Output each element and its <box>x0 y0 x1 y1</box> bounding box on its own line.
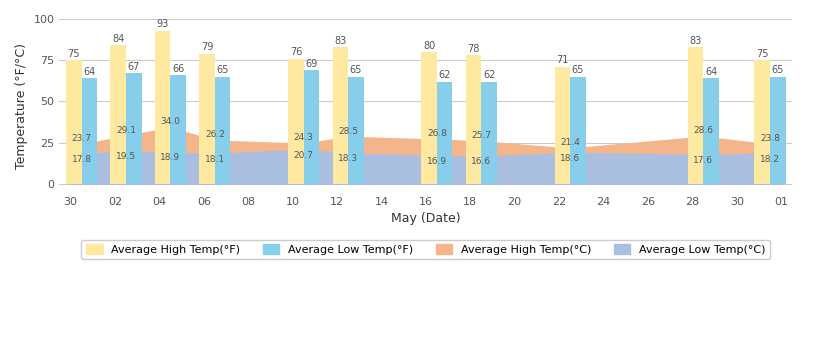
Text: 64: 64 <box>83 67 95 77</box>
Bar <box>155 30 170 184</box>
Text: 34.0: 34.0 <box>160 117 180 126</box>
Text: 18.6: 18.6 <box>560 154 580 163</box>
Bar <box>126 73 142 184</box>
Bar <box>570 77 586 184</box>
Text: 23.8: 23.8 <box>760 134 780 143</box>
Bar <box>81 78 97 184</box>
Text: 65: 65 <box>217 66 229 75</box>
Text: 18.1: 18.1 <box>205 155 225 164</box>
Text: 69: 69 <box>305 59 318 69</box>
Bar <box>66 60 81 184</box>
Text: 26.8: 26.8 <box>427 129 447 138</box>
Bar <box>422 52 437 184</box>
Text: 65: 65 <box>349 66 362 75</box>
Text: 16.9: 16.9 <box>427 157 447 166</box>
Text: 93: 93 <box>157 19 168 29</box>
Text: 71: 71 <box>556 55 569 66</box>
Bar <box>703 78 719 184</box>
Text: 75: 75 <box>67 49 81 59</box>
Text: 17.8: 17.8 <box>71 155 91 164</box>
Bar <box>466 55 481 184</box>
Bar <box>170 75 186 184</box>
Bar <box>215 77 231 184</box>
Bar <box>481 81 497 184</box>
Text: 80: 80 <box>423 41 435 51</box>
Text: 64: 64 <box>705 67 717 77</box>
Bar <box>333 47 348 184</box>
Text: 26.2: 26.2 <box>205 130 225 139</box>
Text: 67: 67 <box>128 62 140 72</box>
Legend: Average High Temp(°F), Average Low Temp(°F), Average High Temp(°C), Average Low : Average High Temp(°F), Average Low Temp(… <box>81 240 770 259</box>
Text: 17.6: 17.6 <box>693 156 714 165</box>
Bar <box>288 59 304 184</box>
Text: 83: 83 <box>334 36 346 46</box>
Text: 79: 79 <box>201 42 213 52</box>
Bar <box>110 45 126 184</box>
Bar <box>688 47 703 184</box>
Text: 19.5: 19.5 <box>116 152 136 161</box>
Text: 18.3: 18.3 <box>338 155 359 164</box>
Text: 76: 76 <box>290 47 302 57</box>
Bar <box>199 54 215 184</box>
Text: 24.3: 24.3 <box>294 134 314 142</box>
Text: 28.5: 28.5 <box>338 126 358 135</box>
Bar <box>348 77 364 184</box>
Text: 84: 84 <box>112 34 124 44</box>
Text: 62: 62 <box>483 70 496 80</box>
Text: 65: 65 <box>772 66 784 75</box>
Text: 65: 65 <box>572 66 584 75</box>
Text: 62: 62 <box>438 70 451 80</box>
Text: 21.4: 21.4 <box>560 138 580 147</box>
Text: 78: 78 <box>467 44 480 54</box>
Text: 83: 83 <box>690 36 701 46</box>
Text: 28.6: 28.6 <box>693 126 714 135</box>
Bar <box>437 81 452 184</box>
Text: 66: 66 <box>172 64 184 74</box>
Bar <box>304 70 320 184</box>
Bar <box>554 67 570 184</box>
Text: 23.7: 23.7 <box>71 134 91 143</box>
Text: 20.7: 20.7 <box>294 151 314 160</box>
Bar <box>770 77 785 184</box>
Text: 25.7: 25.7 <box>471 131 491 140</box>
Bar <box>754 60 770 184</box>
X-axis label: May (Date): May (Date) <box>391 212 461 226</box>
Text: 29.1: 29.1 <box>116 126 136 135</box>
Text: 75: 75 <box>756 49 769 59</box>
Text: 16.6: 16.6 <box>471 157 491 166</box>
Y-axis label: Temperature (°F/°C): Temperature (°F/°C) <box>15 42 28 169</box>
Text: 18.2: 18.2 <box>760 155 780 164</box>
Text: 18.9: 18.9 <box>160 153 180 163</box>
